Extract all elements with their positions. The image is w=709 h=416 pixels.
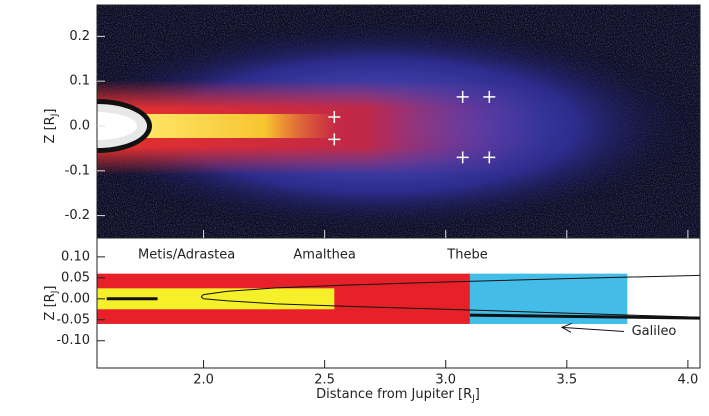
- axis-label: Distance from Jupiter [RJ]: [316, 387, 480, 404]
- moon-marker: [328, 133, 341, 146]
- moon-marker: [483, 90, 496, 103]
- annotation-arrow: [560, 322, 625, 333]
- label-part: ]: [475, 387, 480, 402]
- axis-label: Z [RJ]: [43, 109, 60, 144]
- moon-marker: [456, 90, 469, 103]
- y-tick-label: 0.0: [69, 118, 90, 133]
- label-part: Z [R: [43, 116, 58, 143]
- y-tick-label: 0.05: [61, 270, 90, 285]
- trajectory: [469, 313, 701, 320]
- annotation: Galileo: [632, 324, 677, 339]
- y-tick-label: -0.1: [65, 163, 90, 178]
- label-part: ]: [43, 109, 58, 114]
- y-tick-label: 0.1: [69, 74, 90, 89]
- subscript: J: [50, 114, 60, 118]
- axis-label: Z [RJ]: [43, 286, 60, 321]
- annotation: Amalthea: [293, 247, 355, 262]
- subscript: J: [471, 394, 475, 404]
- label-part: ]: [43, 286, 58, 291]
- label-part: Z [R: [43, 293, 58, 320]
- trajectory: [200, 274, 701, 298]
- annotation: Thebe: [446, 247, 487, 262]
- x-tick-label: 3.0: [435, 373, 456, 388]
- x-tick-label: 3.5: [556, 373, 577, 388]
- label-part: Distance from Jupiter [R: [316, 387, 472, 402]
- moon-marker: [456, 151, 469, 164]
- bottom-frame: [96, 237, 701, 369]
- y-tick-label: -0.2: [65, 208, 90, 223]
- moon-marker: [483, 151, 496, 164]
- y-tick-label: 0.2: [69, 29, 90, 44]
- y-tick-label: -0.05: [56, 312, 90, 327]
- moon-marker: [328, 111, 341, 124]
- y-tick-label: 0.00: [61, 291, 90, 306]
- subscript: J: [50, 291, 60, 295]
- x-tick-label: 2.0: [193, 373, 214, 388]
- x-tick-label: 4.0: [678, 373, 699, 388]
- trajectory: [200, 296, 701, 318]
- y-tick-label: 0.10: [61, 249, 90, 264]
- y-tick-label: -0.10: [56, 333, 90, 348]
- dust-image: [97, 5, 700, 238]
- annotation: Metis/Adrastea: [138, 247, 235, 262]
- x-tick-label: 2.5: [314, 373, 335, 388]
- bottom-layer: Metis/Adrastea Amalthea Thebe Galileo: [97, 247, 701, 339]
